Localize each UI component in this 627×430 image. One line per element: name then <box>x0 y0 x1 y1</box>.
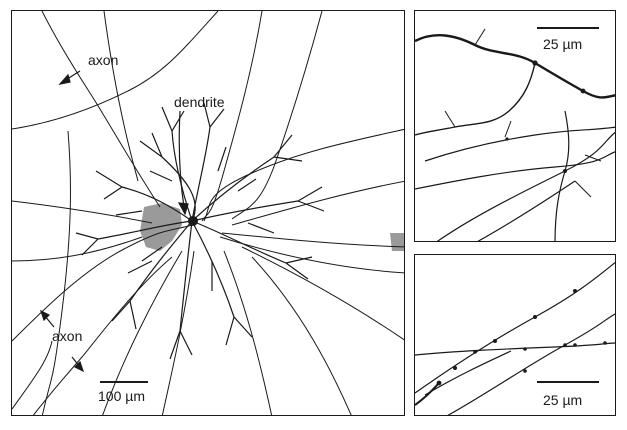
scale-bar-main-label: 100 µm <box>98 388 145 404</box>
neuron-drawing <box>12 11 404 415</box>
soma-marker <box>188 216 198 226</box>
magnified-axon-panel-top: 25 µm <box>414 10 616 242</box>
scale-bar-top-right <box>537 27 599 29</box>
scale-bar-top-right-label: 25 µm <box>543 36 583 52</box>
scale-bar-bottom-right-label: 25 µm <box>543 392 583 408</box>
varicosities-bottom <box>436 289 607 386</box>
scale-bar-main <box>100 381 148 383</box>
edge-shaded-region <box>390 233 404 251</box>
annotation-arrows <box>39 70 189 373</box>
axon-detail-fibers <box>415 28 615 241</box>
axon-detail-drawing-top <box>415 28 615 241</box>
dendrite-arbor <box>75 102 325 360</box>
axon-detail-fibers-bottom <box>415 261 615 415</box>
axon-label-bottom: axon <box>52 328 83 344</box>
magnified-axon-panel-bottom: 25 µm <box>414 254 616 416</box>
soma-shaded-region <box>140 203 182 251</box>
axon-label-top: axon <box>88 52 119 68</box>
dendrite-label: dendrite <box>174 94 225 110</box>
scale-bar-bottom-right <box>537 381 599 383</box>
neuron-overview-panel: axon dendrite axon 100 µm <box>11 10 405 416</box>
axon-detail-drawing-bottom <box>415 261 615 415</box>
axon-fibers <box>12 11 404 415</box>
varicosities-top <box>505 60 586 173</box>
